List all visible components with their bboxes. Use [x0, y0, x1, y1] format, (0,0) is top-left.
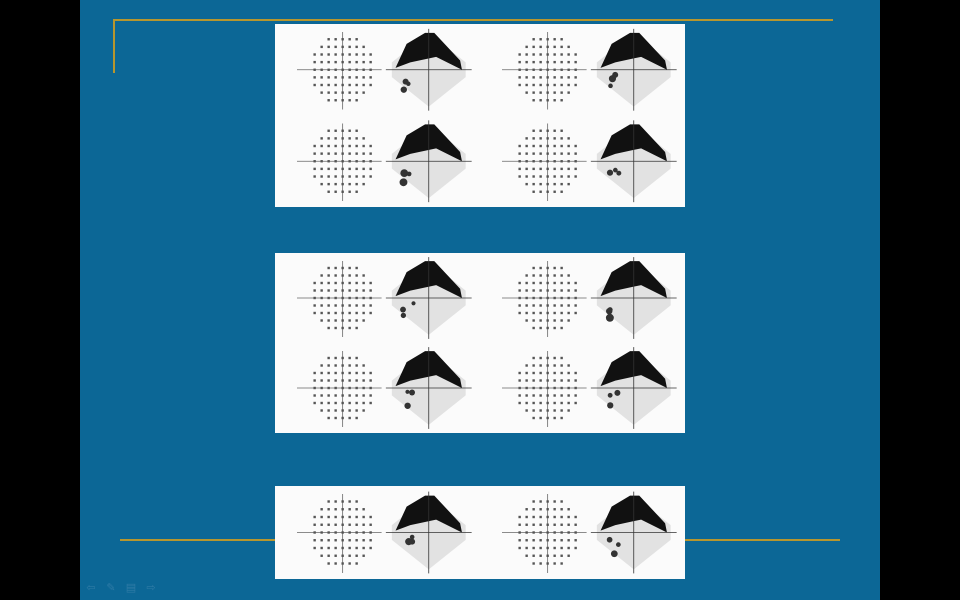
greyscale-map — [590, 28, 677, 111]
slide-menu-icon[interactable]: ▤ — [125, 581, 137, 594]
greyscale-map — [385, 257, 472, 339]
pen-tool-icon[interactable]: ✎ — [106, 581, 116, 594]
visual-field-graphic — [297, 257, 677, 429]
threshold-grid — [297, 123, 382, 201]
threshold-grid — [297, 351, 382, 427]
previous-slide-icon[interactable]: ⇦ — [86, 581, 96, 594]
visual-field-graphic — [297, 491, 677, 574]
visual-field-panel-1 — [275, 24, 685, 207]
presentation-slide — [80, 0, 880, 600]
threshold-grid — [502, 494, 587, 573]
greyscale-map — [385, 28, 472, 111]
threshold-grid — [502, 32, 587, 110]
left-accent-line — [113, 19, 115, 73]
threshold-grid — [297, 494, 382, 573]
next-slide-icon[interactable]: ⇨ — [146, 581, 156, 594]
greyscale-map — [385, 347, 472, 429]
greyscale-map — [590, 257, 677, 339]
visual-field-panel-3 — [275, 486, 685, 579]
threshold-grid — [297, 32, 382, 110]
threshold-grid — [502, 261, 587, 337]
visual-field-graphic — [297, 28, 677, 203]
threshold-grid — [502, 123, 587, 201]
threshold-grid — [502, 351, 587, 427]
slide-navigation-bar: ⇦ ✎ ▤ ⇨ — [84, 582, 158, 594]
greyscale-map — [590, 347, 677, 429]
visual-field-panel-2 — [275, 253, 685, 433]
greyscale-map — [590, 120, 677, 203]
greyscale-map — [385, 491, 472, 574]
greyscale-map — [590, 491, 677, 574]
top-accent-line — [113, 19, 833, 21]
greyscale-map — [385, 120, 472, 203]
threshold-grid — [297, 261, 382, 337]
